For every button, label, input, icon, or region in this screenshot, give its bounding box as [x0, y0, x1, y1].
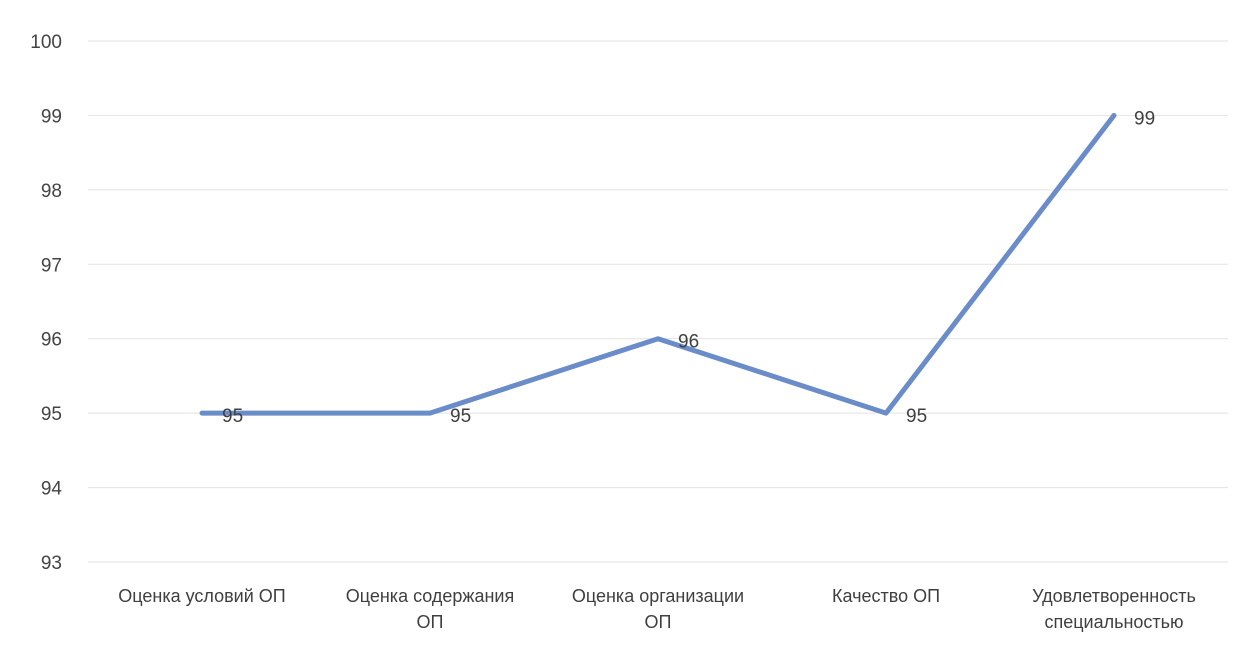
data-label: 95: [450, 406, 471, 427]
series-layer: [199, 112, 1117, 416]
x-category-label: Оценка условий ОП: [118, 586, 285, 606]
x-category-label: Удовлетворенность специальностью: [1032, 586, 1196, 632]
data-label: 96: [678, 332, 699, 353]
y-tick-label: 97: [41, 255, 62, 276]
y-tick-label: 100: [30, 32, 62, 53]
y-tick-label: 99: [41, 106, 62, 127]
y-tick-label: 98: [41, 181, 62, 202]
y-tick-label: 95: [41, 404, 62, 425]
x-category-label-line: Качество ОП: [832, 586, 940, 606]
x-category-label-line: специальностью: [1044, 612, 1183, 632]
series-line: [199, 112, 1117, 416]
x-category-label: Оценка содержания ОП: [346, 586, 514, 632]
x-category-label: Качество ОП: [832, 586, 940, 606]
y-tick-label: 94: [41, 479, 63, 500]
y-tick-label: 96: [41, 330, 62, 351]
grid-layer: [88, 40, 1228, 563]
data-label: 95: [906, 406, 927, 427]
x-category-label: Оценка организации ОП: [572, 586, 744, 632]
x-category-label-line: ОП: [645, 612, 672, 632]
y-axis: 93 94 95 96 97 98 99 100: [30, 32, 62, 574]
data-labels: 95 95 96 95 99: [222, 108, 1155, 427]
x-axis: Оценка условий ОП Оценка содержания ОПОцен…: [118, 586, 1196, 632]
x-category-label-line: Оценка содержания: [346, 586, 514, 606]
x-category-label-line: ОП: [417, 612, 444, 632]
data-label: 99: [1134, 108, 1155, 129]
x-category-label-line: Оценка условий ОП: [118, 586, 285, 606]
data-label: 95: [222, 406, 243, 427]
x-category-label-line: Удовлетворенность: [1032, 586, 1196, 606]
x-category-label-line: Оценка организации: [572, 586, 744, 606]
y-tick-label: 93: [41, 553, 62, 574]
